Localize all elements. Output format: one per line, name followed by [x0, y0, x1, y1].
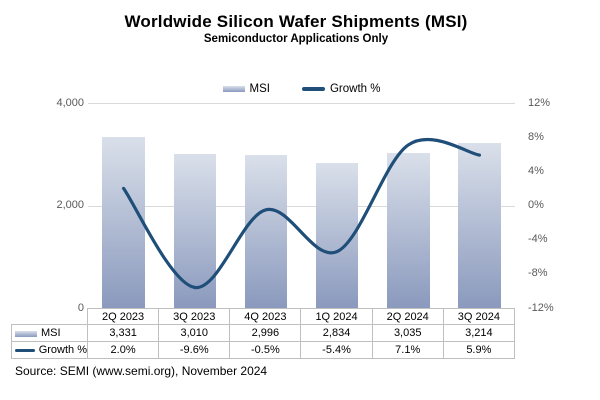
table-corner-cell — [11, 308, 88, 325]
table-header-3q2024: 3Q 2024 — [443, 308, 515, 325]
table-header-3q2023: 3Q 2023 — [159, 308, 231, 325]
msi-value-4q2023: 2,996 — [230, 325, 302, 342]
line-swatch-icon — [301, 87, 325, 91]
gridline-top — [88, 103, 515, 104]
right-axis-tick-m4: -4% — [528, 233, 548, 245]
chart-subtitle: Semiconductor Applications Only — [203, 33, 389, 45]
table-row-label-msi: MSI — [11, 325, 88, 342]
msi-bar-3q-2024 — [458, 143, 501, 308]
msi-value-2q2024: 3,035 — [372, 325, 444, 342]
growth-value-4q2023: -0.5% — [230, 342, 302, 359]
bar-swatch-icon — [222, 86, 245, 92]
growth-value-3q2023: -9.6% — [159, 342, 231, 359]
left-axis-tick-4000: 4,000 — [56, 97, 84, 109]
msi-bar-2q-2023 — [102, 137, 145, 308]
legend: MSI Growth % — [88, 81, 515, 97]
growth-value-1q2024: -5.4% — [301, 342, 373, 359]
right-axis-tick-8: 8% — [528, 131, 544, 143]
right-axis-tick-m12: -12% — [528, 302, 554, 314]
table-header-4q2023: 4Q 2023 — [230, 308, 302, 325]
table-header-2q2023: 2Q 2023 — [88, 308, 160, 325]
msi-bar-1q-2024 — [315, 162, 359, 308]
msi-value-1q2024: 2,834 — [301, 325, 373, 342]
source-note: Source: SEMI (www.semi.org), November 20… — [15, 364, 268, 378]
legend-item-growth: Growth % — [301, 83, 381, 95]
right-axis-tick-m8: -8% — [528, 267, 548, 279]
msi-row-label: MSI — [41, 327, 61, 339]
growth-row-label: Growth % — [38, 344, 87, 356]
plot-area — [88, 103, 515, 308]
growth-swatch-icon — [15, 348, 35, 353]
table-header-2q2024: 2Q 2024 — [372, 308, 444, 325]
table-row-label-growth: Growth % — [11, 342, 88, 359]
growth-value-2q2023: 2.0% — [88, 342, 160, 359]
growth-value-2q2024: 7.1% — [372, 342, 444, 359]
growth-value-3q2024: 5.9% — [443, 342, 515, 359]
right-axis-tick-0: 0% — [528, 199, 544, 211]
msi-value-2q2023: 3,331 — [88, 325, 160, 342]
table-header-1q2024: 1Q 2024 — [301, 308, 373, 325]
legend-msi-label: MSI — [249, 83, 270, 95]
right-axis-tick-12: 12% — [528, 97, 551, 109]
legend-growth-label: Growth % — [329, 83, 381, 95]
left-axis-tick-0: 0 — [77, 302, 84, 314]
msi-swatch-icon — [15, 330, 37, 337]
right-axis-tick-4: 4% — [528, 165, 544, 177]
left-axis-tick-2000: 2,000 — [56, 199, 84, 211]
legend-item-msi: MSI — [222, 83, 270, 95]
msi-bar-2q-2024 — [387, 152, 430, 308]
msi-value-3q2023: 3,010 — [159, 325, 231, 342]
msi-bar-4q-2023 — [244, 154, 288, 308]
bars — [88, 103, 515, 308]
data-table: 2Q 2023 3Q 2023 4Q 2023 1Q 2024 2Q 2024 … — [11, 308, 515, 359]
msi-bar-3q-2023 — [173, 153, 216, 308]
msi-value-3q2024: 3,214 — [443, 325, 515, 342]
chart-title: Worldwide Silicon Wafer Shipments (MSI) — [124, 12, 468, 31]
